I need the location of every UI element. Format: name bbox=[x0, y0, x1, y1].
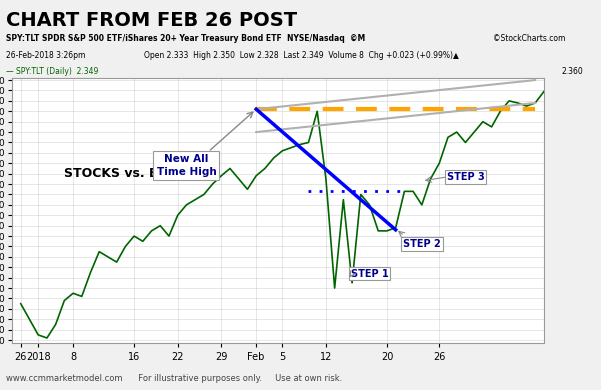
Text: STOCKS vs. BONDS: STOCKS vs. BONDS bbox=[64, 167, 199, 180]
Text: STEP 1: STEP 1 bbox=[350, 269, 388, 278]
Text: STEP 2: STEP 2 bbox=[403, 239, 441, 249]
Text: SPY:TLT SPDR S&P 500 ETF/iShares 20+ Year Treasury Bond ETF  NYSE/Nasdaq  ©M: SPY:TLT SPDR S&P 500 ETF/iShares 20+ Yea… bbox=[6, 34, 365, 43]
Text: 26-Feb-2018 3:26pm: 26-Feb-2018 3:26pm bbox=[6, 51, 85, 60]
Text: www.ccmmarketmodel.com      For illustrative purposes only.     Use at own risk.: www.ccmmarketmodel.com For illustrative … bbox=[6, 374, 342, 383]
Text: CHART FROM FEB 26 POST: CHART FROM FEB 26 POST bbox=[6, 11, 297, 30]
Text: Open 2.333  High 2.350  Low 2.328  Last 2.349  Volume 8  Chg +0.023 (+0.99%)▲: Open 2.333 High 2.350 Low 2.328 Last 2.3… bbox=[144, 51, 459, 60]
Text: New All
Time High: New All Time High bbox=[156, 154, 216, 177]
Text: STEP 3: STEP 3 bbox=[447, 172, 484, 182]
Text: ©StockCharts.com: ©StockCharts.com bbox=[493, 34, 565, 43]
Text: 2.360: 2.360 bbox=[562, 67, 584, 76]
Text: — SPY:TLT (Daily)  2.349: — SPY:TLT (Daily) 2.349 bbox=[6, 67, 99, 76]
